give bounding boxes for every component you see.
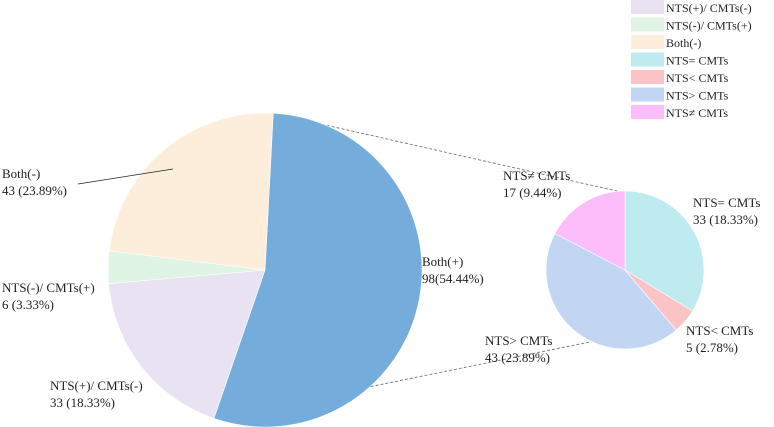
legend-swatch-ntslt-cmts: [631, 70, 664, 84]
label-nts-ne-cmts-value: 17 (9.44%): [503, 185, 562, 200]
legend-label-both-neg: Both(-): [666, 36, 701, 50]
legend-swatch-ntsgt-cmts: [631, 87, 664, 102]
label-nts-eq-cmts-value: 33 (18.33%): [693, 212, 758, 227]
connector-line-top: [273, 112, 619, 192]
legend-label-ntsne-cmts: NTS≠ CMTs: [666, 106, 728, 120]
label-nts-pos-cmts-neg-name: NTS(+)/ CMTs(-): [50, 378, 143, 393]
legend-label-ntseq-cmts: NTS= CMTs: [666, 54, 729, 68]
legend-label-nts-pos-cmts-neg: NTS(+)/ CMTs(-): [666, 1, 752, 15]
legend-label-nts-neg-cmts-pos: NTS(-)/ CMTs(+): [666, 19, 752, 33]
sub-slice-ntseq-cmts: [624, 190, 705, 312]
legend-label-ntslt-cmts: NTS< CMTs: [666, 71, 729, 85]
main-slice-both-pos: [213, 112, 423, 427]
label-both-neg-value: 43 (23.89%): [2, 183, 67, 198]
label-nts-lt-cmts-value: 5 (2.78%): [686, 340, 738, 355]
sub-slice-ntsgt-cmts: [545, 233, 677, 350]
leader-line-both-neg: [77, 168, 174, 185]
legend-swatch-nts-pos-cmts-neg: [631, 0, 664, 14]
label-nts-ne-cmts-name: NTS≠ CMTs: [503, 168, 570, 183]
sub-slice-ntsne-cmts: [554, 190, 626, 271]
legend-swatch-ntsne-cmts: [631, 105, 664, 119]
main-slice-nts-pos-cmts-neg: [108, 269, 266, 419]
label-both-pos-value: 98(54.44%): [422, 271, 484, 286]
label-nts-eq-cmts-name: NTS= CMTs: [693, 195, 760, 210]
label-nts-neg-cmts-pos-value: 6 (3.33%): [2, 297, 54, 312]
label-nts-pos-cmts-neg-value: 33 (18.33%): [50, 395, 115, 410]
connector-line-bottom: [213, 341, 592, 419]
legend-swatch-nts-neg-cmts-pos: [631, 17, 664, 32]
main-slice-both-neg: [108, 112, 274, 271]
label-both-neg-name: Both(-): [2, 166, 40, 181]
label-nts-neg-cmts-pos-name: NTS(-)/ CMTs(+): [2, 280, 95, 295]
label-nts-lt-cmts-name: NTS< CMTs: [686, 323, 753, 338]
legend-label-ntsgt-cmts: NTS> CMTs: [666, 89, 729, 103]
legend-swatch-both-neg: [631, 35, 664, 49]
label-nts-gt-cmts-name: NTS> CMTs: [485, 333, 552, 348]
legend-swatch-ntseq-cmts: [631, 52, 664, 67]
label-both-pos-name: Both(+): [422, 254, 463, 269]
label-nts-gt-cmts-value: 43 (23.89%): [485, 350, 550, 365]
